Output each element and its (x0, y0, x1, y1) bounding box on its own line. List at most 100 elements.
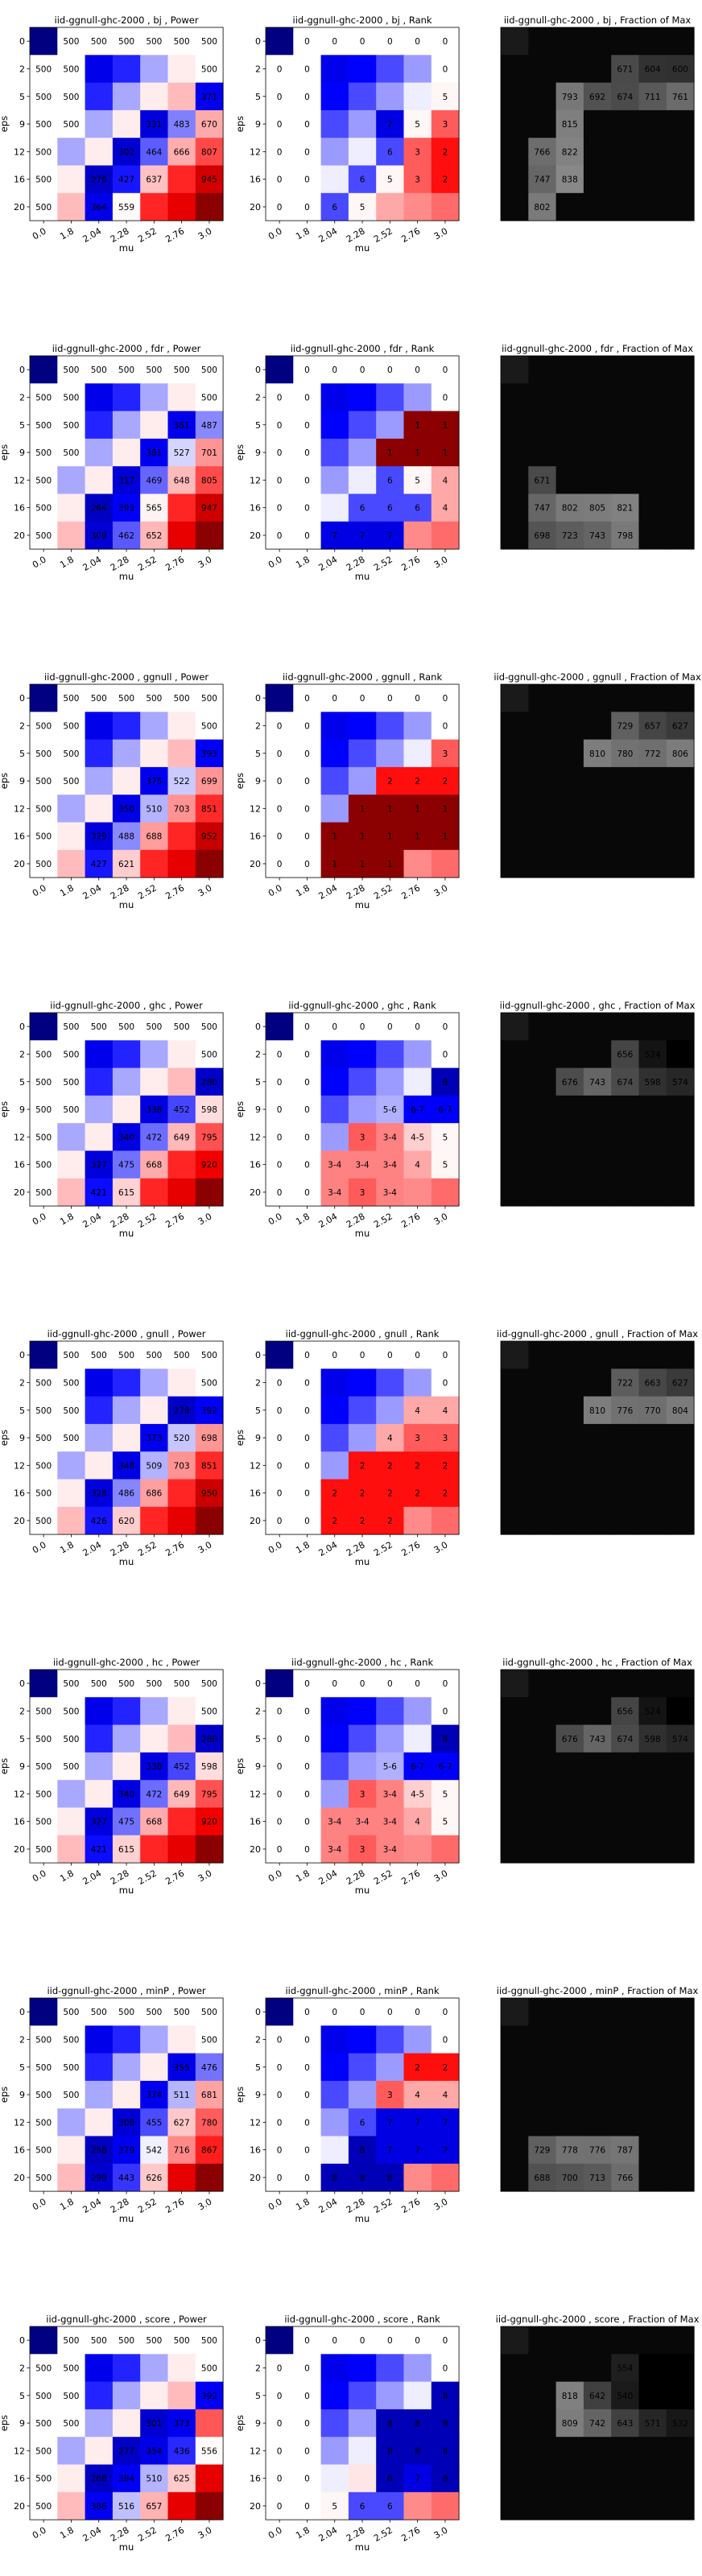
y-tick-label: 12 (14, 2446, 25, 2456)
y-tick-label: 20 (250, 202, 261, 213)
heatmap-cell (57, 27, 86, 56)
cell-label: 952 (201, 832, 217, 842)
heatmap-cell (431, 766, 460, 795)
x-tick-label: 0.0 (31, 2196, 48, 2212)
cell-label: 500 (63, 2035, 79, 2045)
heatmap-cell (112, 2437, 141, 2465)
heatmap-cell (376, 1724, 404, 1753)
heatmap-cell (638, 1123, 667, 1151)
cell-label: 8 (360, 2146, 365, 2156)
heatmap-cell (195, 1067, 224, 1096)
y-tick-label: 9 (19, 2090, 25, 2100)
heatmap-cell (348, 1368, 377, 1397)
heatmap-cell (403, 2381, 432, 2410)
heatmap-cell (167, 192, 196, 221)
heatmap-cell (195, 411, 224, 440)
heatmap-cell (167, 1780, 196, 1808)
heatmap-cell (583, 165, 612, 194)
heatmap-cell (57, 2080, 86, 2109)
heatmap-cell (638, 1807, 667, 1836)
cell-label: 681 (201, 2091, 217, 2100)
heatmap-cell (528, 1423, 557, 1452)
cell-label: 0 (277, 2035, 283, 2045)
heatmap-cell (266, 521, 294, 550)
cell-label: 810 (589, 1406, 605, 1416)
cell-label: 500 (35, 832, 52, 842)
y-tick-label: 0 (255, 693, 261, 704)
heatmap-cell (167, 1998, 196, 2026)
cell-label: 805 (201, 476, 217, 485)
heatmap-cell (85, 2163, 114, 2192)
cell-label: 3-4 (328, 1818, 341, 1827)
heatmap-cell (195, 138, 224, 166)
heatmap-cell (85, 1178, 114, 1207)
heatmap-cell (320, 1807, 349, 1836)
heatmap-cell (57, 1451, 86, 1480)
heatmap-cell (638, 466, 667, 494)
cell-label: 6 (387, 476, 393, 485)
heatmap-cell (293, 1013, 322, 1041)
cell-label: 465 (645, 2363, 661, 2373)
y-tick-label: 5 (255, 1406, 261, 1416)
heatmap-cell (320, 2326, 349, 2355)
heatmap-cell (528, 411, 557, 440)
heatmap-cell (583, 1067, 612, 1096)
heatmap-cell (140, 521, 168, 550)
cell-label: 0 (277, 2446, 283, 2456)
cell-label: 4-5 (411, 1790, 424, 1799)
heatmap-cell (348, 1067, 377, 1096)
cell-label: 4 (415, 2091, 420, 2100)
cell-label: 772 (645, 749, 661, 759)
heatmap-cell (666, 1780, 695, 1808)
cell-label: 8 (443, 2475, 448, 2484)
y-tick-label: 2 (19, 2034, 25, 2045)
heatmap-cell (376, 1396, 404, 1425)
plot-frame (500, 355, 695, 550)
heatmap-cell (140, 1341, 168, 1369)
heatmap-cell (320, 55, 349, 84)
x-tick-label: 2.04 (317, 1211, 340, 1230)
heatmap-cell (293, 521, 322, 550)
cell-label: 500 (35, 721, 52, 731)
heatmap-cell (555, 2464, 584, 2493)
heatmap-cell (403, 849, 432, 878)
heatmap-cell (167, 2163, 196, 2192)
heatmap-cell (348, 2136, 377, 2165)
cell-label: 500 (201, 393, 217, 402)
cell-label: 0 (304, 1461, 310, 1471)
heatmap-cell (195, 82, 224, 111)
cell-label: 0 (360, 694, 365, 704)
y-tick-label: 12 (250, 803, 261, 814)
cell-label: 806 (672, 749, 688, 759)
cell-label: 0 (415, 2008, 420, 2017)
heatmap-cell (57, 2108, 86, 2136)
heatmap-cell (348, 2080, 377, 2109)
heatmap-cell (666, 109, 695, 138)
heatmap-cell (140, 1095, 168, 1124)
cell-label: 500 (201, 1378, 217, 1388)
x-tick-label: 2.76 (163, 882, 186, 902)
heatmap-cell (348, 1396, 377, 1425)
heatmap-cell (376, 2108, 404, 2136)
heatmap-cell (320, 466, 349, 494)
heatmap-cell (528, 849, 557, 878)
heatmap-cell (266, 849, 294, 878)
cell-label: 393 (201, 749, 217, 759)
heatmap-cell (30, 55, 58, 84)
cell-label: 0 (360, 1351, 365, 1360)
heatmap-cell (376, 766, 404, 795)
heatmap-cell (320, 2381, 349, 2410)
cell-label: 426 (91, 1517, 107, 1526)
cell-label: 0 (443, 1707, 448, 1716)
cell-label: 0 (304, 1707, 310, 1716)
cell-label: 500 (63, 1078, 79, 1088)
y-tick-label: 2 (255, 2034, 261, 2045)
cell-label: 1 (332, 860, 337, 869)
heatmap-cell (140, 356, 168, 384)
heatmap-cell (555, 55, 584, 84)
cell-label: 500 (63, 1707, 79, 1716)
heatmap-cell (348, 1506, 377, 1535)
heatmap-cell (431, 2381, 460, 2410)
x-axis-label: mu (355, 242, 370, 254)
heatmap-cell (431, 2080, 460, 2109)
